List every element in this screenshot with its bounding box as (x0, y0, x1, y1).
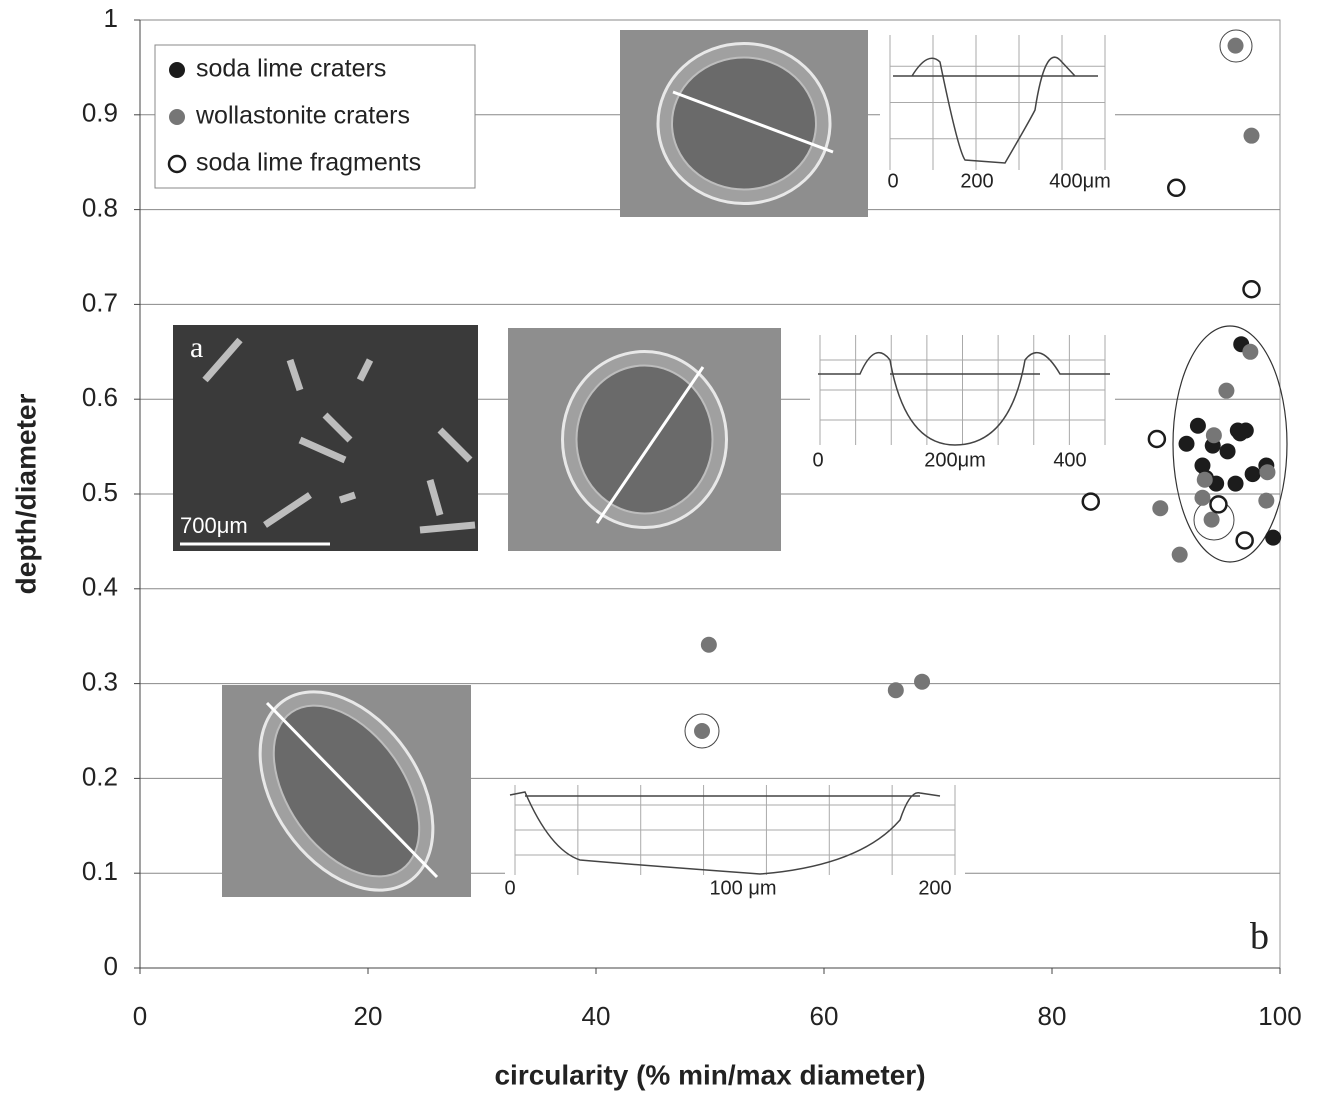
y-tick-label: 0 (104, 951, 118, 981)
profile-curve (893, 56, 1098, 164)
y-tick-label: 0.6 (82, 382, 118, 412)
data-point (1178, 435, 1195, 452)
profile-tick-label: 0 (504, 877, 515, 899)
highlight-ring (1219, 29, 1253, 63)
sem-image (620, 30, 868, 217)
profile-tick-label: 0 (812, 449, 823, 471)
profile-tick-label: 200 (960, 170, 993, 192)
crystal (338, 491, 357, 504)
y-tick-label: 0.3 (82, 666, 118, 696)
x-axis-label: circularity (% min/max diameter) (494, 1059, 925, 1090)
crater (575, 364, 714, 515)
data-point (1147, 429, 1167, 449)
y-axis-label: depth/diameter (10, 394, 41, 595)
profile-tick-label: 400μm (1049, 170, 1111, 192)
data-point (1152, 500, 1169, 517)
crystal (356, 358, 374, 382)
data-point (887, 682, 904, 699)
data-point (1219, 443, 1236, 460)
scale-label: 700μm (180, 513, 248, 538)
panel-b-label: b (1250, 916, 1269, 958)
legend-marker (169, 109, 185, 125)
x-tick-label: 40 (582, 1001, 611, 1031)
data-point (1081, 492, 1101, 511)
data-point (1196, 471, 1213, 488)
data-point (914, 673, 931, 690)
data-point (1194, 489, 1211, 506)
crystal (322, 412, 353, 443)
profile-tick-label: 400 (1053, 449, 1086, 471)
data-point (1189, 417, 1206, 434)
y-tick-label: 1 (104, 3, 118, 33)
data-point (1232, 425, 1249, 442)
profile-curve (818, 351, 1110, 446)
y-tick-label: 0.8 (82, 192, 118, 222)
x-tick-label: 0 (133, 1001, 147, 1031)
data-point (700, 636, 717, 653)
section-line (672, 90, 834, 154)
x-tick-label: 100 (1258, 1001, 1301, 1031)
x-tick-label: 80 (1038, 1001, 1067, 1031)
profile-tick-label: 200 (918, 877, 951, 899)
data-point (1259, 464, 1276, 481)
data-point (1258, 492, 1275, 509)
crystal (298, 436, 347, 464)
data-point (694, 723, 711, 739)
sem-image (508, 328, 781, 551)
legend-label: soda lime fragments (196, 149, 421, 177)
legend-label: soda lime craters (196, 55, 386, 83)
data-point (1171, 546, 1188, 563)
data-point (1242, 343, 1259, 360)
data-point (1227, 37, 1244, 54)
y-tick-label: 0.7 (82, 287, 118, 317)
crater (671, 56, 817, 191)
section-line (265, 701, 439, 879)
data-point (1218, 382, 1235, 399)
crystal (426, 479, 444, 516)
highlight-ring (684, 713, 720, 749)
legend-label: wollastonite craters (195, 102, 410, 130)
legend-marker (169, 62, 185, 78)
profile-curve (509, 791, 941, 875)
y-tick-label: 0.9 (82, 98, 118, 128)
crystal (263, 492, 312, 528)
y-tick-label: 0.2 (82, 761, 118, 791)
profile-tick-label: 0 (887, 170, 898, 192)
data-point (1203, 511, 1220, 528)
data-point (1265, 529, 1282, 546)
legend-box (154, 44, 476, 189)
data-point (1235, 531, 1254, 550)
x-tick-label: 20 (354, 1001, 383, 1031)
data-point (1227, 475, 1244, 492)
profile-tick-label: 100 μm (709, 877, 776, 899)
crystal (419, 521, 476, 534)
section-line (595, 366, 705, 524)
data-point (1167, 178, 1186, 198)
crystal (286, 358, 304, 392)
y-tick-label: 0.4 (82, 572, 118, 602)
y-tick-label: 0.1 (82, 856, 118, 886)
data-point (1243, 127, 1260, 144)
crystal (437, 427, 473, 463)
panel-a-label: a (190, 331, 203, 364)
sem-image (222, 685, 471, 897)
group-outline (1172, 325, 1288, 563)
x-tick-label: 60 (810, 1001, 839, 1031)
profile-tick-label: 200μm (924, 449, 986, 471)
data-point (1205, 427, 1222, 444)
data-point (1194, 457, 1211, 474)
legend-marker (167, 154, 187, 174)
y-tick-label: 0.5 (82, 477, 118, 507)
crystal (202, 337, 243, 383)
data-point (1209, 495, 1228, 514)
data-point (1244, 466, 1261, 483)
data-point (1242, 279, 1261, 299)
